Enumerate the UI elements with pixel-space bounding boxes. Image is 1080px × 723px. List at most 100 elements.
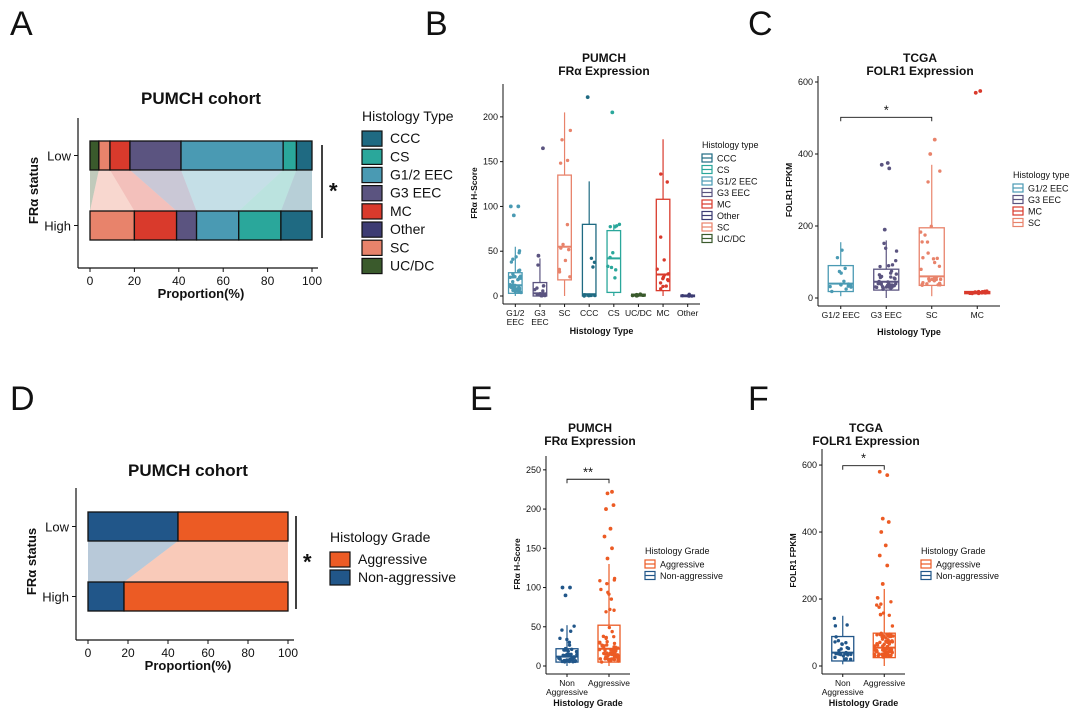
data-point-aggressive [610,657,614,661]
flow-cs [238,170,297,211]
box-aggressive [597,624,621,663]
flow-g3-eec [129,170,197,211]
outlier-point-aggressive [877,553,882,558]
x-tick-label: SC [926,310,938,320]
panel-d: PUMCH cohort 0 20 40 60 80 100 Proportion(%) FRα… [24,461,456,673]
data-point-sc [926,180,930,184]
data-point-g3-eec [894,282,898,286]
y-tick-label: 400 [802,527,817,537]
y-tick-label: Low [47,149,71,164]
data-point-cs [613,276,617,280]
data-point-g3-eec [892,276,896,280]
data-point-aggressive [605,643,609,647]
data-point-non-aggressive [833,655,837,660]
data-point-g1-2-eec [828,284,832,289]
chart-title: PUMCH [582,51,626,65]
data-point-aggressive [612,634,616,639]
legend-label-cs: CS [390,148,409,164]
bar-segment-non-aggressive [87,511,179,542]
data-point-aggressive [875,633,879,637]
data-point-non-aggressive [560,659,564,664]
data-point-aggressive [890,624,895,628]
data-point-g3-eec [879,282,884,286]
data-point-sc [565,158,570,163]
chart-title: PUMCH [568,421,612,435]
outlier-point-aggressive [605,491,610,496]
data-point-g1-2-eec [513,283,517,288]
data-point-non-aggressive [571,660,575,664]
bar-segment-sc [98,140,111,171]
data-point-g3-eec [883,246,888,250]
data-point-aggressive [880,653,884,657]
legend-label-sc: SC [1028,218,1041,228]
data-point-aggressive [889,653,893,658]
flow-aggressive [124,541,288,582]
x-tick-label: Aggressive [546,687,588,697]
y-tick-label: 200 [526,504,541,514]
y-tick-label: 50 [488,246,498,256]
outlier-point-sc [928,152,933,156]
y-axis-title: FOLR1 FPKM [784,163,794,217]
data-point-aggressive [872,644,877,648]
data-point-cs [611,251,615,255]
data-point-g3-eec [894,258,898,263]
legend-swatch-sc [361,239,383,256]
y-tick-label: Low [45,520,69,535]
y-tick-label: 100 [483,201,498,211]
outlier-point-aggressive [880,516,885,521]
data-point-mc [659,287,663,291]
data-point-g3-eec [536,263,540,267]
x-tick-label: 0 [87,274,94,288]
legend-label-cs: CS [717,165,730,175]
data-point-aggressive [612,608,616,612]
data-point-sc [568,275,572,279]
legend-label-non-aggressive: Non-aggressive [358,569,456,585]
y-tick-label: 200 [798,221,813,231]
y-tick-label: 50 [531,622,541,632]
x-tick-label: SC [559,308,571,318]
bar-segment-aggressive [123,581,289,612]
x-tick-label: G1/2 [506,308,525,318]
data-point-sc [932,260,937,265]
y-tick-label: 200 [802,594,817,604]
data-point-mc [665,180,669,184]
data-point-g3-eec [894,272,899,276]
legend-label-sc: SC [717,223,730,233]
y-tick-label: 600 [798,77,813,87]
data-point-uc-dc [630,293,635,298]
x-axis-title: Histology Type [570,326,634,336]
data-point-g3-eec [890,263,895,267]
y-tick-label: 200 [483,112,498,122]
data-point-aggressive [600,644,604,648]
legend-swatch-g3-eec [361,185,383,202]
x-axis-title: Proportion(%) [158,286,245,301]
data-point-sc [919,267,923,272]
data-point-aggressive [613,652,617,656]
flow-ccc [280,170,312,211]
data-point-cs [608,224,612,229]
data-point-aggressive [607,657,611,662]
data-point-sc [931,257,936,261]
outlier-point-aggressive [885,473,890,477]
outlier-point-g3-eec [541,146,545,151]
x-tick-label: 20 [128,274,142,288]
outlier-point-g3-eec [536,253,541,258]
legend-label-uc-dc: UC/DC [390,258,434,274]
outlier-point-aggressive [879,530,884,534]
x-axis-title: Proportion(%) [145,658,232,673]
data-point-non-aggressive [834,651,838,656]
legend-label-g1-2-eec: G1/2 EEC [1028,184,1069,194]
outlier-point-non-aggressive [560,585,565,590]
box-ccc [581,223,597,297]
data-point-non-aggressive [564,653,568,658]
data-point-sc [561,242,565,247]
x-tick-label: 20 [121,646,135,660]
data-point-aggressive [608,607,612,612]
data-point-other [686,294,691,298]
bar-segment-mc [109,140,131,171]
data-point-non-aggressive [572,624,576,628]
data-point-aggressive [602,651,606,656]
flow-uc-dc [90,170,99,211]
bar-segment-ccc [295,140,313,171]
data-point-mc [664,284,668,288]
